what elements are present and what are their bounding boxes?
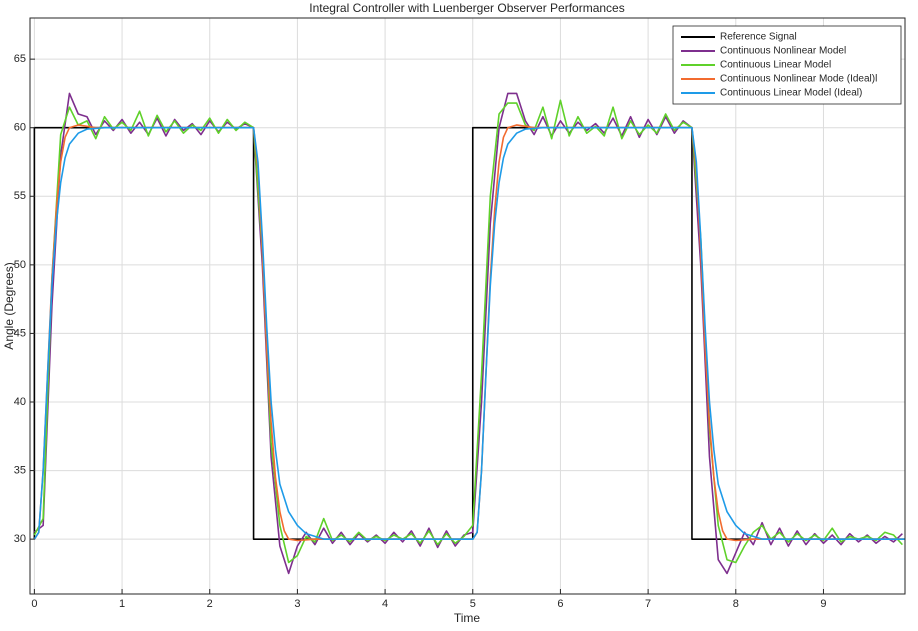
legend-label: Reference Signal [720, 32, 797, 43]
legend: Reference Signal Continuous Nonlinear Mod… [672, 25, 902, 105]
x-axis-label: Time [454, 611, 481, 625]
x-tick-label: 7 [645, 598, 651, 610]
y-tick-label: 55 [14, 190, 26, 202]
chart-title: Integral Controller with Luenberger Obse… [309, 1, 624, 15]
series-line [33, 92, 903, 575]
y-tick-label: 60 [14, 122, 26, 134]
plot-area [30, 18, 905, 594]
x-tick-label: 8 [733, 598, 739, 610]
x-tick-label: 5 [470, 598, 476, 610]
x-tick-label: 4 [382, 598, 388, 610]
y-tick-label: 30 [14, 533, 26, 545]
legend-label: Continuous Linear Model [720, 60, 831, 71]
y-tick-label: 65 [14, 53, 26, 65]
x-tick-label: 1 [119, 598, 125, 610]
y-tick-label: 40 [14, 396, 26, 408]
axes-box [29, 17, 906, 595]
x-tick-label: 9 [820, 598, 826, 610]
x-tick-label: 0 [31, 598, 37, 610]
y-tick-label: 45 [14, 327, 26, 339]
legend-label: Continuous Linear Model (Ideal) [720, 88, 862, 99]
x-tick-label: 2 [207, 598, 213, 610]
lines [33, 92, 905, 575]
x-tick-label: 6 [557, 598, 563, 610]
series-line [33, 126, 905, 540]
y-tick-label: 50 [14, 259, 26, 271]
x-tick-label: 3 [294, 598, 300, 610]
legend-label: Continuous Nonlinear Model [720, 46, 846, 57]
y-tick-label: 35 [14, 464, 26, 476]
legend-label: Continuous Nonlinear Mode (Ideal)l [720, 74, 877, 85]
y-axis-label: Angle (Degrees) [2, 262, 16, 349]
